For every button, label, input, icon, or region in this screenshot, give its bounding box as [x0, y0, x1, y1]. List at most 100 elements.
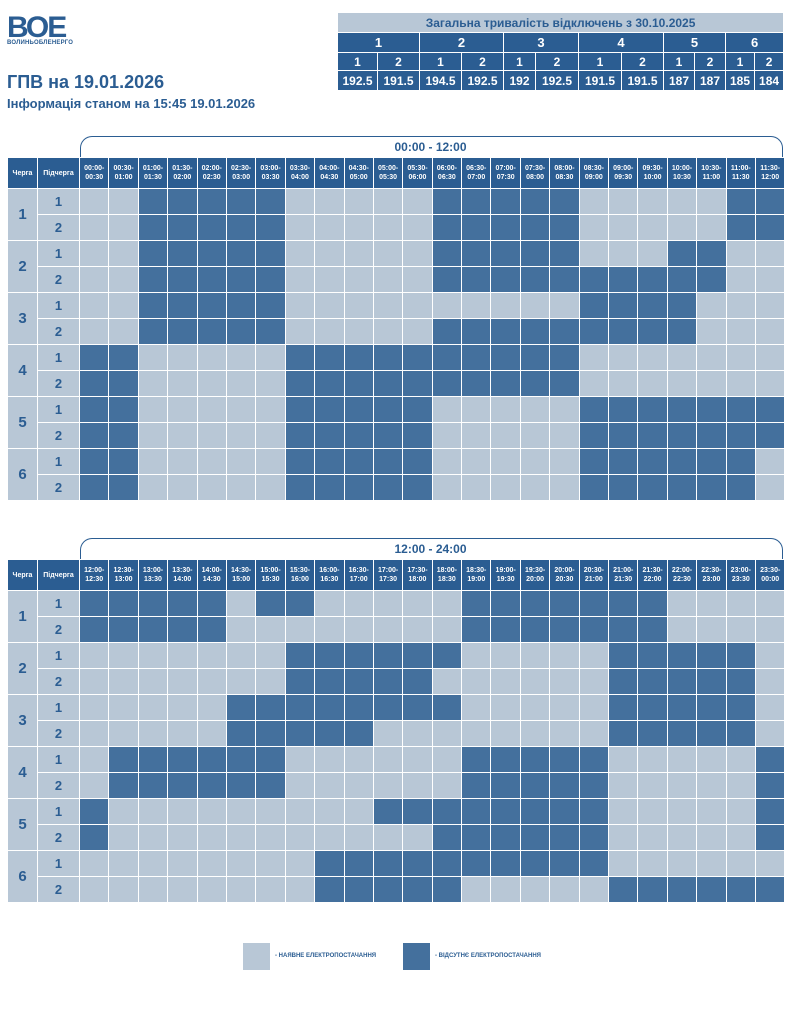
slot-cell-outage	[666, 318, 698, 345]
slot-cell-power	[167, 824, 198, 851]
slot-cell-power	[725, 824, 756, 851]
slot-cell-outage	[519, 370, 551, 397]
slot-cell-power	[402, 318, 433, 345]
slot-cell-outage	[343, 876, 374, 903]
slot-cell-power	[461, 396, 492, 423]
summary-value: 192	[503, 70, 536, 91]
summary-value: 185	[725, 70, 755, 91]
subqueue-label: 2	[37, 422, 80, 449]
queue-label: 3	[7, 292, 38, 345]
slot-cell-power	[137, 668, 169, 695]
summary-subqueue-header: 1	[578, 52, 622, 71]
slot-cell-outage	[431, 824, 463, 851]
slot-cell-outage	[578, 746, 610, 773]
slot-cell-power	[314, 746, 345, 773]
slot-cell-outage	[608, 694, 639, 721]
slot-cell-power	[314, 616, 345, 643]
time-slot-start: 07:30-	[524, 165, 546, 172]
slot-cell-power	[196, 876, 227, 903]
time-slot-header: 05:00- 05:30	[372, 157, 404, 189]
subqueue-label: 2	[37, 720, 80, 747]
slot-cell-outage	[490, 266, 521, 293]
slot-cell-power	[725, 850, 756, 877]
slot-cell-power	[78, 746, 110, 773]
slot-cell-outage	[343, 850, 374, 877]
slot-cell-power	[255, 876, 286, 903]
summary-subqueue-header: 1	[725, 52, 755, 71]
time-slot-start: 02:30-	[231, 165, 252, 172]
slot-cell-power	[519, 668, 551, 695]
time-slot-end: 19:30	[496, 576, 515, 583]
time-slot-start: 19:00-	[495, 567, 516, 574]
slot-cell-outage	[666, 720, 698, 747]
time-slot-header: 23:30- 00:00	[754, 559, 786, 591]
slot-cell-power	[314, 318, 345, 345]
slot-cell-outage	[108, 448, 139, 475]
slot-cell-power	[78, 292, 110, 319]
slot-cell-power	[666, 214, 698, 241]
slot-cell-outage	[402, 876, 433, 903]
slot-cell-outage	[725, 876, 756, 903]
slot-cell-outage	[637, 422, 668, 449]
slot-cell-power	[608, 188, 639, 215]
summary-value: 187	[694, 70, 726, 91]
half-label-morning: 00:00 - 12:00	[394, 140, 467, 154]
slot-cell-power	[372, 240, 404, 267]
slot-cell-power	[78, 214, 110, 241]
slot-cell-power	[167, 422, 198, 449]
slot-cell-outage	[431, 694, 463, 721]
slot-cell-power	[431, 448, 463, 475]
slot-cell-outage	[255, 720, 286, 747]
column-header-subqueue: Підчерга	[37, 559, 80, 591]
time-slot-header: 09:00- 09:30	[608, 157, 639, 189]
slot-cell-power	[490, 292, 521, 319]
summary-value: 191.5	[621, 70, 664, 91]
time-slot-header: 17:00- 17:30	[372, 559, 404, 591]
slot-cell-outage	[167, 188, 198, 215]
column-header-queue: Черга	[7, 559, 38, 591]
slot-cell-outage	[314, 668, 345, 695]
summary-value: 187	[663, 70, 695, 91]
time-slot-end: 13:30	[144, 576, 162, 583]
slot-cell-outage	[78, 396, 110, 423]
slot-cell-outage	[196, 214, 227, 241]
slot-cell-outage	[108, 422, 139, 449]
slot-cell-outage	[225, 720, 257, 747]
slot-cell-outage	[666, 448, 698, 475]
summary-queue-header: 3	[503, 32, 579, 53]
slot-cell-power	[754, 642, 786, 669]
slot-cell-power	[696, 798, 727, 825]
slot-cell-outage	[225, 188, 257, 215]
time-slot-header: 11:30- 12:00	[754, 157, 786, 189]
summary-value: 191.5	[377, 70, 420, 91]
slot-cell-outage	[519, 798, 551, 825]
slot-cell-power	[343, 824, 374, 851]
time-slot-header: 19:00- 19:30	[490, 559, 521, 591]
time-slot-header: 19:30- 20:00	[519, 559, 551, 591]
time-slot-end: 07:30	[496, 174, 515, 181]
slot-cell-outage	[167, 590, 198, 617]
time-slot-start: 05:00-	[377, 165, 399, 172]
slot-cell-outage	[725, 668, 756, 695]
slot-cell-power	[461, 474, 492, 501]
slot-cell-outage	[196, 746, 227, 773]
slot-cell-power	[284, 188, 316, 215]
subqueue-label: 1	[37, 344, 80, 371]
slot-cell-outage	[196, 616, 227, 643]
slot-cell-outage	[402, 422, 433, 449]
time-slot-end: 00:30	[85, 174, 104, 181]
slot-cell-outage	[431, 370, 463, 397]
slot-cell-power	[78, 188, 110, 215]
slot-cell-outage	[108, 616, 139, 643]
time-slot-header: 14:00- 14:30	[196, 559, 227, 591]
slot-cell-outage	[372, 344, 404, 371]
slot-cell-power	[754, 266, 786, 293]
slot-cell-power	[314, 590, 345, 617]
slot-cell-power	[314, 824, 345, 851]
time-slot-end: 03:00	[232, 174, 251, 181]
slot-cell-power	[431, 668, 463, 695]
slot-cell-power	[284, 798, 316, 825]
slot-cell-outage	[196, 590, 227, 617]
schedule-row: 2	[8, 318, 786, 345]
